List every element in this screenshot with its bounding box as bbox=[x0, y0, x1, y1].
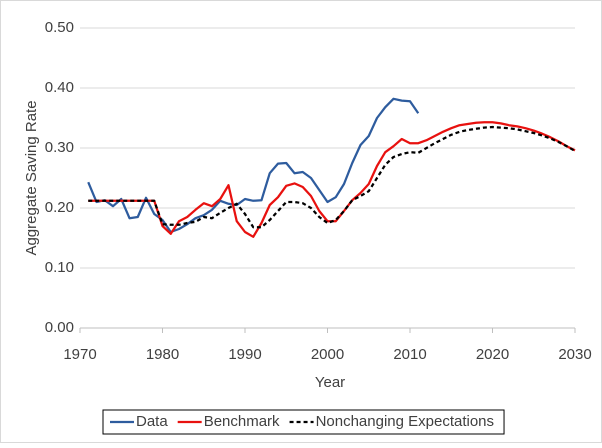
legend-label: Benchmark bbox=[204, 413, 280, 430]
x-tick-label: 2010 bbox=[393, 346, 426, 363]
x-tick-label: 2000 bbox=[311, 346, 344, 363]
y-tick-label: 0.00 bbox=[45, 319, 74, 336]
series-line bbox=[87, 97, 420, 234]
x-axis-title: Year bbox=[315, 374, 345, 391]
x-tick-label: 2020 bbox=[476, 346, 509, 363]
y-tick-label: 0.20 bbox=[45, 199, 74, 216]
legend-label: Nonchanging Expectations bbox=[316, 413, 494, 430]
legend-label: Data bbox=[136, 413, 168, 430]
y-axis-title: Aggregate Saving Rate bbox=[23, 100, 40, 255]
y-tick-label: 0.10 bbox=[45, 259, 74, 276]
y-tick-label: 0.40 bbox=[45, 79, 74, 96]
x-tick-label: 1970 bbox=[63, 346, 96, 363]
x-tick-label: 2030 bbox=[558, 346, 591, 363]
y-tick-label: 0.50 bbox=[45, 19, 74, 36]
series-line bbox=[88, 125, 576, 229]
y-tick-label: 0.30 bbox=[45, 139, 74, 156]
x-tick-label: 1980 bbox=[146, 346, 179, 363]
legend-box bbox=[102, 409, 505, 435]
x-tick-label: 1990 bbox=[228, 346, 261, 363]
